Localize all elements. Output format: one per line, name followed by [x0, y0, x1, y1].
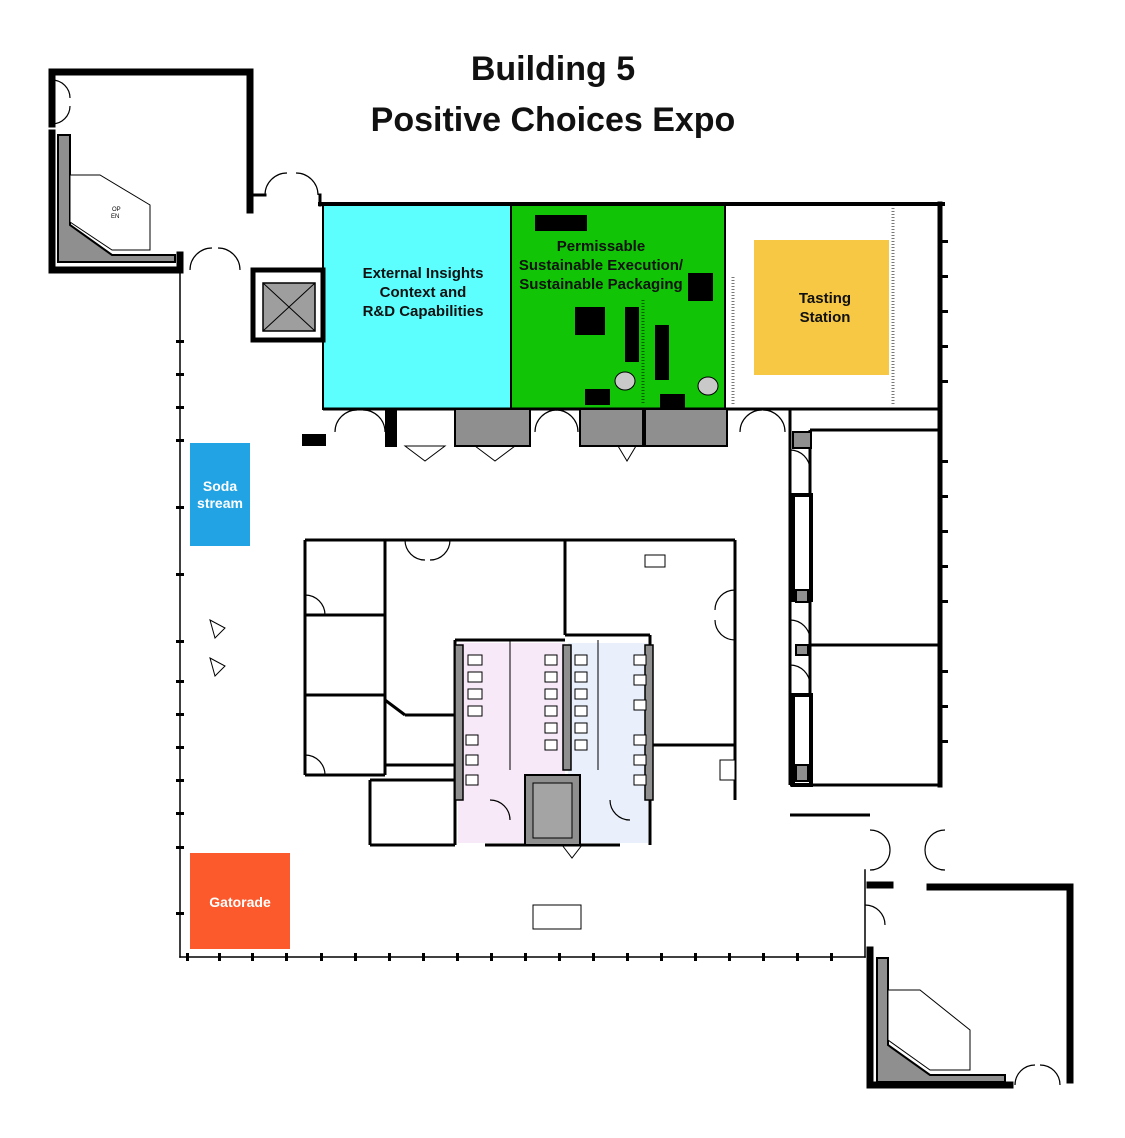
- sodastream-label-line2: stream: [197, 495, 243, 511]
- page-title-line1: Building 5: [470, 50, 636, 88]
- left-wall-columns: [176, 340, 184, 915]
- sodastream-zone[interactable]: [190, 443, 250, 546]
- gatorade-zone[interactable]: [190, 853, 290, 949]
- tasting-station-label-line1: Tasting: [798, 290, 852, 307]
- sodastream-label-line1: Soda: [202, 478, 238, 494]
- permissable-label: Permissable Sustainable Execution/ Susta…: [501, 237, 701, 294]
- right-wall-columns: [940, 240, 948, 743]
- tasting-station-zone[interactable]: [754, 240, 889, 375]
- outer-walls: [48, 68, 1074, 1089]
- bottom-wall-columns: [186, 953, 833, 961]
- service-blocks: [302, 408, 813, 787]
- stairwell-bottom-right: [876, 957, 1006, 1083]
- stairwell-bottom-right-landing: [887, 989, 971, 1071]
- seat-1: [209, 619, 226, 639]
- permissable-label-line3: Sustainable Packaging: [519, 276, 683, 293]
- external-insights-label: External Insights Context and R&D Capabi…: [323, 264, 523, 321]
- open-sign-line2: EN: [111, 214, 119, 220]
- sodastream-label: Soda stream: [190, 478, 250, 512]
- open-sign-line1: OP: [112, 207, 121, 213]
- display-furniture: [535, 215, 713, 409]
- stairwell-top-left: [57, 134, 176, 263]
- tasting-station-label: Tasting Station: [754, 289, 896, 327]
- external-insights-label-line3: R&D Capabilities: [362, 303, 484, 320]
- external-insights-label-line2: Context and: [379, 284, 467, 301]
- external-insights-label-line1: External Insights: [362, 265, 484, 282]
- external-insights-zone[interactable]: [322, 204, 512, 410]
- tasting-station-label-line2: Station: [799, 309, 851, 326]
- restroom-fixtures: [465, 654, 647, 786]
- permissable-label-line2: Sustainable Execution/: [518, 257, 684, 274]
- stairwell-top-left-landing: [69, 174, 151, 251]
- permissable-label-line1: Permissable: [556, 238, 646, 255]
- gatorade-label: Gatorade: [209, 894, 271, 910]
- bench: [532, 904, 582, 930]
- seat-2: [209, 657, 226, 677]
- door-swings: [51, 79, 1061, 1086]
- page-title-line2: Positive Choices Expo: [370, 101, 736, 139]
